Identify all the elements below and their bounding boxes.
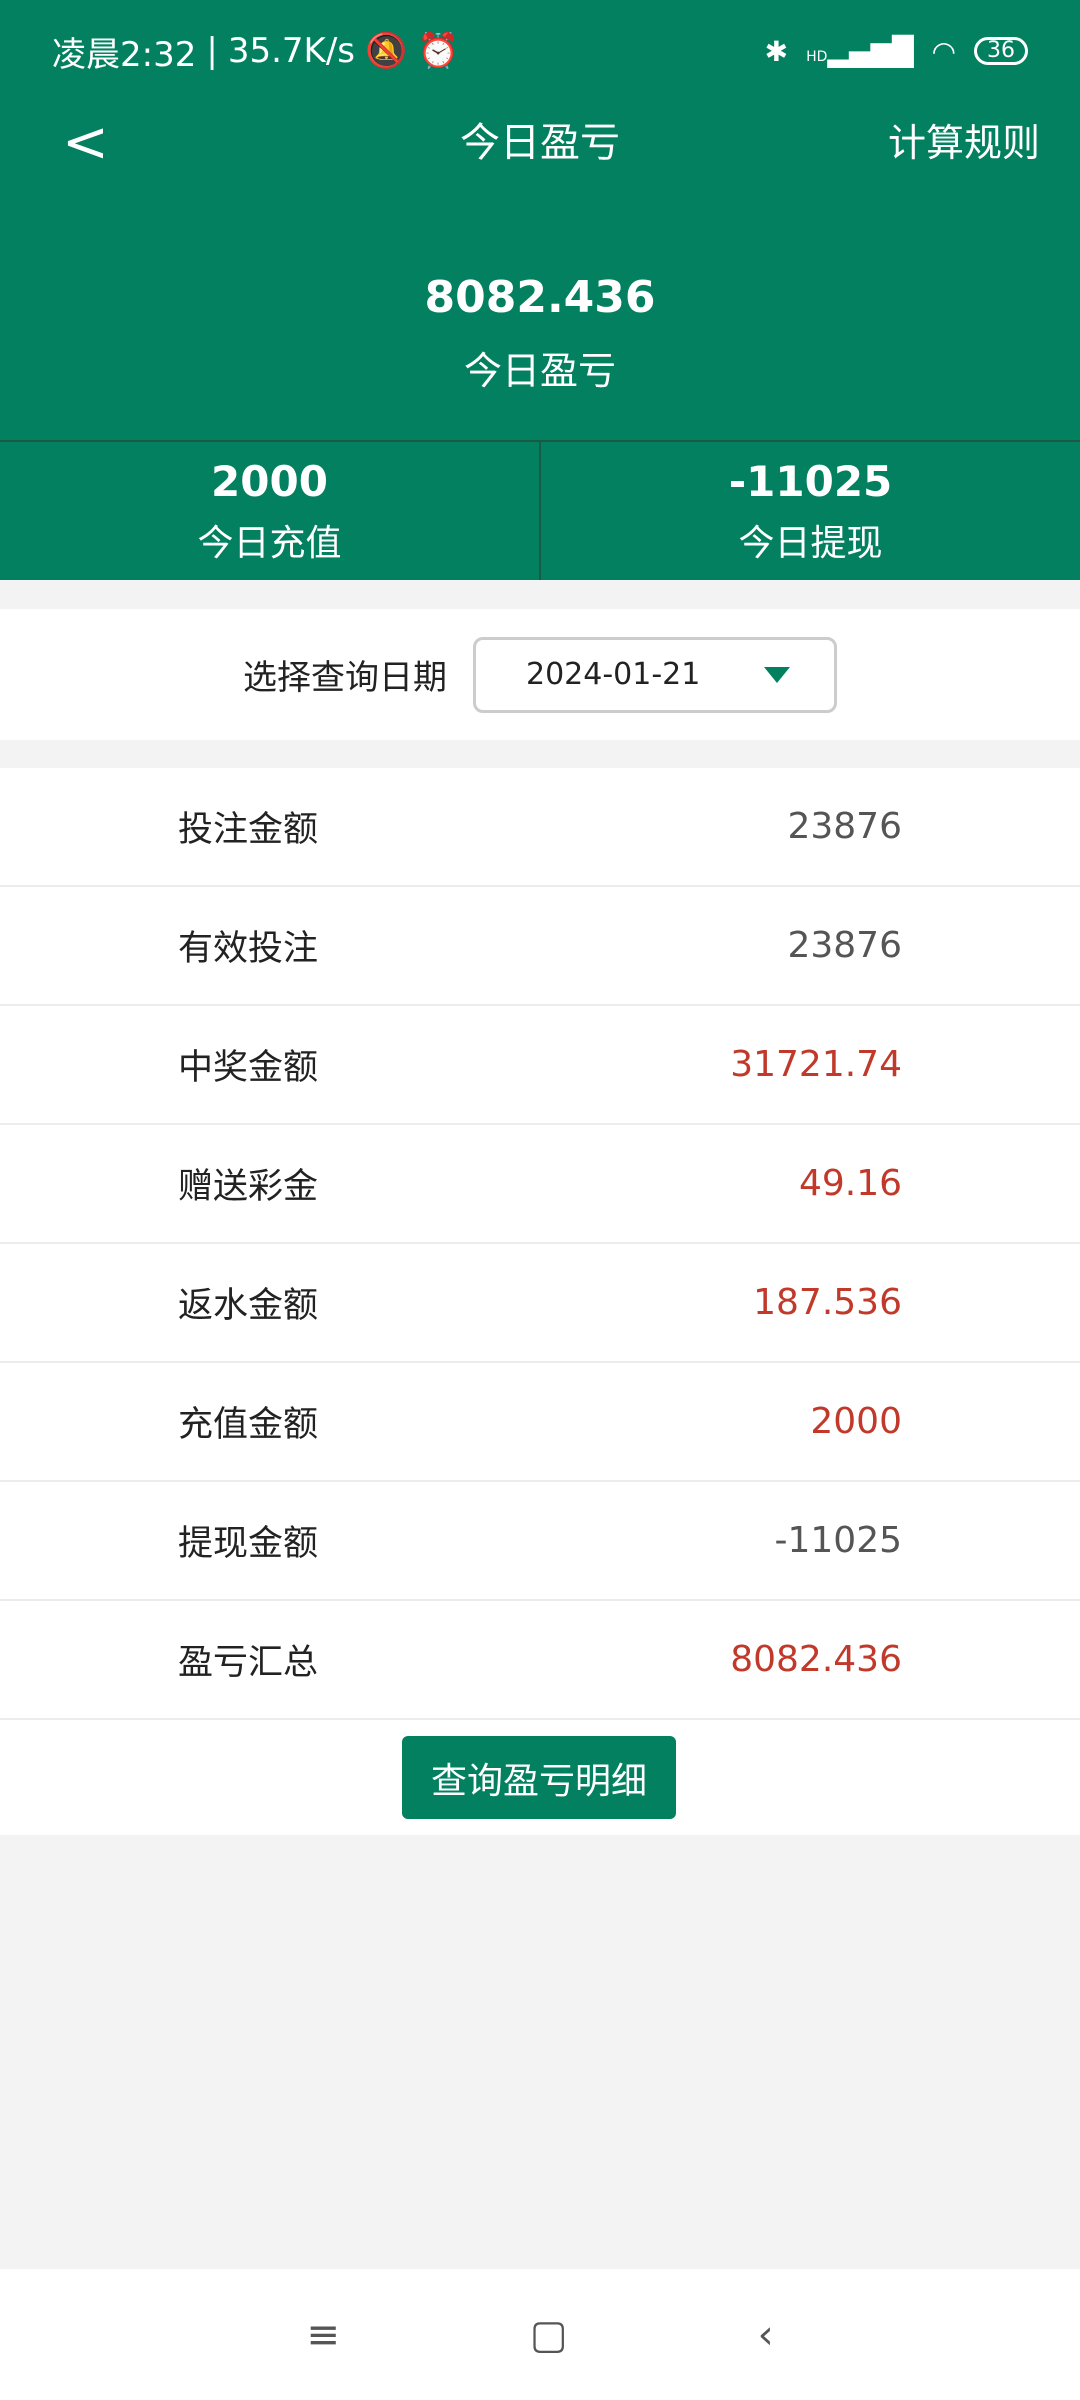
list-item: 赠送彩金 49.16 — [0, 1125, 1080, 1244]
item-value: 23876 — [787, 925, 902, 966]
network-speed: 35.7K/s — [227, 31, 355, 71]
item-value: 23876 — [787, 806, 902, 847]
item-label: 提现金额 — [178, 1524, 319, 1564]
item-value: 8082.436 — [730, 1639, 902, 1680]
total-profit-value: 8082.436 — [424, 272, 656, 323]
signal-icon: HD▂▄▆█ — [806, 34, 914, 68]
status-bar: 凌晨2:32 | 35.7K/s 🔕 ⏰ ✱ HD▂▄▆█ ◠ 36 — [52, 26, 1028, 76]
alarm-icon: ⏰ — [417, 31, 460, 71]
item-value: 2000 — [810, 1401, 902, 1442]
menu-icon[interactable]: ≡ — [306, 2311, 340, 2358]
stat-withdraw: -11025 今日提现 — [539, 442, 1080, 580]
date-selector: 选择查询日期 2024-01-21 — [0, 609, 1080, 740]
stat-value: 2000 — [211, 457, 328, 506]
wifi-icon: ◠ — [931, 34, 956, 68]
stat-label: 今日提现 — [738, 523, 883, 564]
list-item: 有效投注 23876 — [0, 887, 1080, 1006]
list-item: 盈亏汇总 8082.436 — [0, 1601, 1080, 1720]
item-label: 有效投注 — [178, 929, 319, 969]
divider: | — [206, 31, 218, 71]
query-details-button[interactable]: 查询盈亏明细 — [402, 1736, 676, 1819]
list-item: 投注金额 23876 — [0, 768, 1080, 887]
button-area: 查询盈亏明细 — [0, 1720, 1080, 1835]
back-icon[interactable]: < — [62, 110, 109, 175]
stat-deposit: 2000 今日充值 — [0, 442, 539, 580]
status-time: 凌晨2:32 — [52, 34, 197, 75]
item-value: -11025 — [774, 1520, 902, 1561]
date-dropdown[interactable]: 2024-01-21 — [473, 636, 837, 713]
item-value: 31721.74 — [730, 1044, 902, 1085]
mute-bell-icon: 🔕 — [365, 31, 408, 71]
navigation-bar: ≡ ▢ ‹ — [0, 2269, 1080, 2400]
item-label: 返水金额 — [178, 1286, 319, 1326]
list-item: 中奖金额 31721.74 — [0, 1006, 1080, 1125]
header: 凌晨2:32 | 35.7K/s 🔕 ⏰ ✱ HD▂▄▆█ ◠ 36 < 今日盈… — [0, 0, 1080, 440]
home-icon[interactable]: ▢ — [529, 2311, 568, 2358]
calculation-rules-link[interactable]: 计算规则 — [887, 121, 1040, 165]
stat-label: 今日充值 — [197, 523, 342, 564]
summary-list: 投注金额 23876 有效投注 23876 中奖金额 31721.74 赠送彩金 49.16 返… — [0, 768, 1080, 1720]
battery-icon: 36 — [974, 37, 1028, 65]
page-title: 今日盈亏 — [460, 120, 620, 166]
date-value: 2024-01-21 — [526, 657, 701, 692]
stat-value: -11025 — [728, 457, 893, 506]
stats-row: 2000 今日充值 -11025 今日提现 — [0, 440, 1080, 580]
item-label: 赠送彩金 — [178, 1167, 319, 1207]
bluetooth-icon: ✱ — [764, 34, 789, 68]
item-label: 投注金额 — [178, 810, 319, 850]
back-nav-icon[interactable]: ‹ — [757, 2311, 774, 2358]
caret-down-icon — [764, 666, 790, 683]
item-label: 中奖金额 — [178, 1048, 319, 1088]
list-item: 返水金额 187.536 — [0, 1244, 1080, 1363]
list-item: 提现金额 -11025 — [0, 1482, 1080, 1601]
item-label: 盈亏汇总 — [178, 1643, 319, 1683]
item-value: 49.16 — [798, 1163, 902, 1204]
item-value: 187.536 — [753, 1282, 902, 1323]
total-profit-label: 今日盈亏 — [463, 349, 616, 393]
item-label: 充值金额 — [178, 1405, 319, 1445]
list-item: 充值金额 2000 — [0, 1363, 1080, 1482]
date-label: 选择查询日期 — [243, 658, 447, 698]
